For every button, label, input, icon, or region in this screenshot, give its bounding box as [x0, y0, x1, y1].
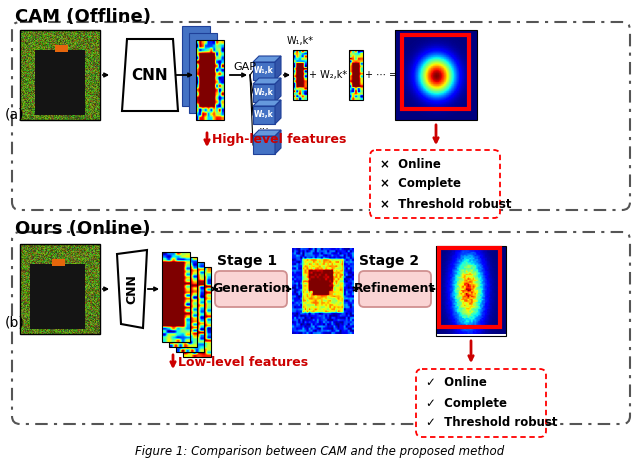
Text: Stage 2: Stage 2: [359, 254, 419, 268]
Bar: [20, 244, 100, 334]
Polygon shape: [253, 100, 281, 106]
Bar: [162, 252, 190, 342]
Polygon shape: [275, 130, 281, 154]
Polygon shape: [122, 39, 178, 111]
Bar: [253, 84, 275, 102]
Bar: [439, 248, 500, 327]
Bar: [349, 50, 363, 100]
Bar: [253, 106, 275, 124]
Text: ×  Online: × Online: [380, 157, 441, 171]
Polygon shape: [253, 56, 281, 62]
FancyBboxPatch shape: [416, 369, 546, 437]
Bar: [436, 246, 506, 336]
Polygon shape: [253, 78, 281, 84]
Text: ×  Complete: × Complete: [380, 178, 461, 190]
FancyBboxPatch shape: [359, 271, 431, 307]
Text: Low-level features: Low-level features: [178, 355, 308, 368]
Bar: [182, 26, 210, 106]
Text: GAP: GAP: [233, 62, 256, 72]
Text: CAM (Offline): CAM (Offline): [15, 8, 151, 26]
Text: Refinement: Refinement: [355, 282, 436, 296]
Text: W₃,k: W₃,k: [254, 110, 274, 119]
Text: + W₂,k*: + W₂,k*: [309, 70, 347, 80]
Polygon shape: [117, 250, 147, 328]
Bar: [183, 267, 211, 357]
Polygon shape: [275, 100, 281, 124]
Bar: [293, 50, 307, 100]
Polygon shape: [275, 78, 281, 102]
Text: CNN: CNN: [132, 68, 168, 83]
Text: Ours (Online): Ours (Online): [15, 220, 150, 238]
Polygon shape: [253, 130, 281, 136]
Text: + ⋯ =: + ⋯ =: [365, 70, 397, 80]
Text: (b): (b): [5, 315, 25, 329]
Text: W₂,k: W₂,k: [254, 88, 274, 97]
Text: Stage 1: Stage 1: [217, 254, 277, 268]
Text: ×  Threshold robust: × Threshold robust: [380, 197, 511, 211]
Bar: [189, 33, 217, 113]
Text: W₁,k: W₁,k: [254, 66, 274, 76]
Text: ...: ...: [259, 121, 269, 131]
Text: Generation: Generation: [212, 282, 290, 296]
FancyBboxPatch shape: [370, 150, 500, 218]
FancyBboxPatch shape: [12, 232, 630, 424]
Text: W₁,k*: W₁,k*: [287, 36, 314, 46]
Polygon shape: [275, 56, 281, 80]
Bar: [176, 262, 204, 352]
Text: ✓  Threshold robust: ✓ Threshold robust: [426, 416, 557, 430]
Text: ✓  Online: ✓ Online: [426, 376, 487, 390]
FancyBboxPatch shape: [12, 22, 630, 210]
Text: Figure 1: Comparison between CAM and the proposed method: Figure 1: Comparison between CAM and the…: [136, 445, 504, 458]
Bar: [196, 40, 224, 120]
Bar: [169, 257, 197, 347]
Bar: [253, 62, 275, 80]
Text: ✓  Complete: ✓ Complete: [426, 397, 507, 409]
Text: CNN: CNN: [125, 274, 138, 304]
Bar: [253, 136, 275, 154]
Bar: [20, 30, 100, 120]
Text: (a): (a): [5, 108, 24, 122]
FancyBboxPatch shape: [215, 271, 287, 307]
Text: High-level features: High-level features: [212, 133, 346, 147]
Bar: [395, 30, 477, 120]
Bar: [401, 35, 468, 109]
